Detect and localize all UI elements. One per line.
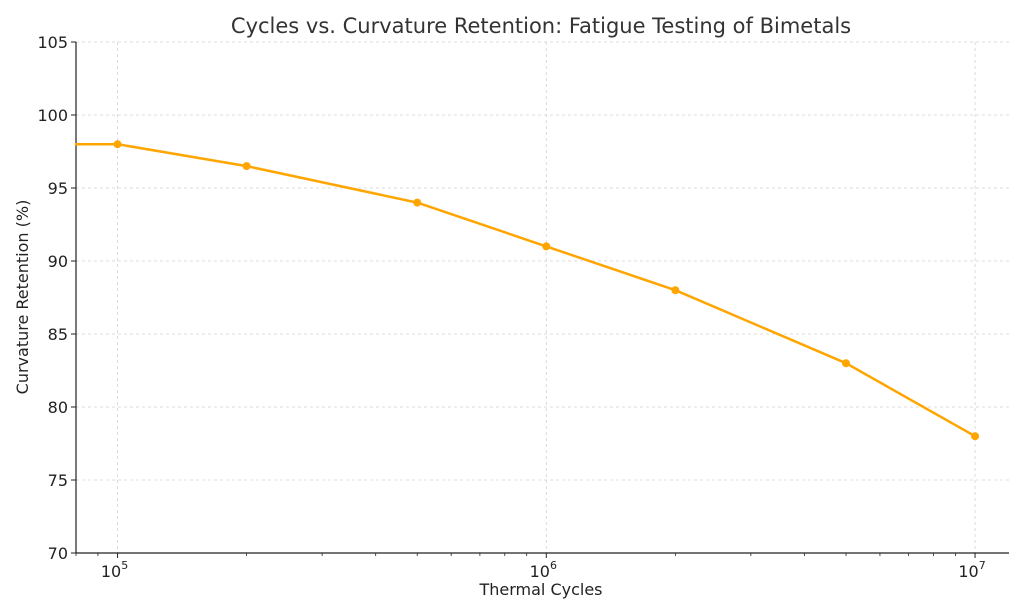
grid-layer — [76, 41, 1009, 554]
y-tick-label: 90 — [48, 252, 68, 271]
x-tick-label: 106 — [530, 559, 557, 581]
axes-layer — [75, 42, 1009, 554]
data-point — [113, 140, 122, 149]
y-tick-label: 75 — [48, 471, 68, 490]
y-tick-label: 80 — [48, 398, 68, 417]
y-tick-label: 85 — [48, 325, 68, 344]
data-point — [841, 359, 850, 368]
y-axis-label: Curvature Retention (%) — [13, 200, 32, 395]
x-tick-exponent: 7 — [979, 559, 986, 572]
data-point — [671, 286, 680, 295]
x-tick-exponent: 6 — [550, 559, 557, 572]
data-point — [413, 198, 422, 207]
series-layer — [74, 140, 980, 441]
x-tick-label: 105 — [101, 559, 128, 581]
x-tick-base: 10 — [530, 562, 550, 581]
y-tick-label: 100 — [37, 106, 68, 125]
y-tick-label: 105 — [37, 33, 68, 52]
x-axis-label: Thermal Cycles — [478, 580, 602, 599]
data-point — [971, 432, 980, 441]
y-tick-label: 95 — [48, 179, 68, 198]
data-point — [542, 242, 551, 251]
x-tick-exponent: 5 — [121, 559, 128, 572]
x-tick-base: 10 — [101, 562, 121, 581]
chart-title: Cycles vs. Curvature Retention: Fatigue … — [231, 14, 851, 38]
y-tick-label: 70 — [48, 544, 68, 563]
x-tick-label: 107 — [958, 559, 985, 581]
x-tick-base: 10 — [958, 562, 978, 581]
series-line — [74, 142, 977, 438]
data-point — [242, 162, 251, 171]
